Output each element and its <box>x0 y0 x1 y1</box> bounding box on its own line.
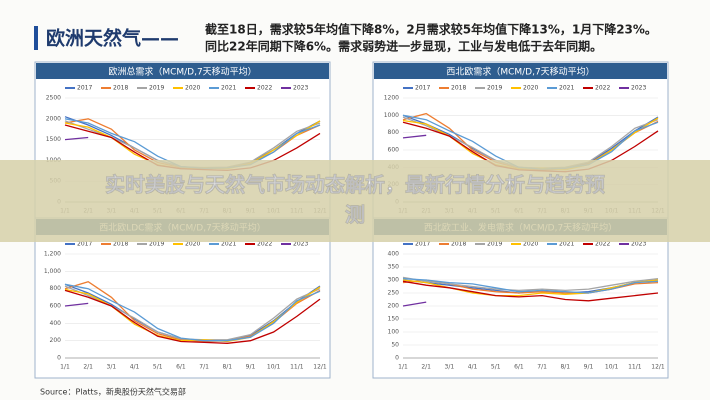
legend-label: 2020 <box>523 241 538 248</box>
x-tick-label: 11/1 <box>628 364 642 371</box>
legend-label: 2020 <box>523 85 538 92</box>
y-tick-label: 400 <box>50 320 62 327</box>
x-tick-label: 3/1 <box>107 364 117 371</box>
x-tick-label: 12/1 <box>651 364 665 371</box>
series-line <box>402 278 659 294</box>
legend-label: 2023 <box>293 85 308 92</box>
y-tick-label: 350 <box>388 264 400 271</box>
y-tick-label: 200 <box>388 303 400 310</box>
x-tick-label: 10/1 <box>267 364 281 371</box>
source: Source：Platts，新奥股份天然气交易部 <box>40 387 186 397</box>
banner: 实时美股与天然气市场动态解析，最新行情分析与趋势预 测 <box>0 160 710 242</box>
y-tick-label: 800 <box>388 129 400 136</box>
x-tick-label: 7/1 <box>199 364 209 371</box>
x-tick-label: 12/1 <box>313 364 327 371</box>
legend-label: 2022 <box>595 241 610 248</box>
series-line <box>64 283 321 342</box>
legend-label: 2018 <box>113 241 128 248</box>
legend-label: 2020 <box>185 85 200 92</box>
x-tick-label: 7/1 <box>537 364 547 371</box>
header-title: 欧洲天然气—— <box>46 27 179 50</box>
x-tick-label: 1/1 <box>60 364 70 371</box>
y-tick-label: 300 <box>388 277 400 284</box>
y-tick-label: 0 <box>57 355 61 362</box>
legend-label: 2018 <box>451 85 466 92</box>
x-tick-label: 8/1 <box>560 364 570 371</box>
legend-label: 2018 <box>451 241 466 248</box>
series-line <box>64 289 321 344</box>
banner-text: 测 <box>345 203 365 227</box>
series-line <box>64 302 89 307</box>
series-line <box>402 280 659 302</box>
series-line <box>402 134 427 139</box>
x-tick-label: 1/1 <box>398 364 408 371</box>
legend-label: 2017 <box>77 85 92 92</box>
x-tick-label: 11/1 <box>290 364 304 371</box>
header-bar <box>34 26 38 50</box>
x-tick-label: 6/1 <box>176 364 186 371</box>
legend-label: 2021 <box>559 85 574 92</box>
x-tick-label: 2/1 <box>83 364 93 371</box>
y-tick-label: 400 <box>388 251 400 258</box>
y-tick-label: 1200 <box>384 95 399 102</box>
x-tick-label: 5/1 <box>153 364 163 371</box>
legend-label: 2017 <box>77 241 92 248</box>
legend-label: 2022 <box>595 85 610 92</box>
x-tick-label: 5/1 <box>491 364 501 371</box>
chart-title-bar <box>374 63 667 79</box>
y-tick-label: 600 <box>50 303 62 310</box>
series-line <box>402 301 427 307</box>
x-tick-label: 9/1 <box>246 364 256 371</box>
y-tick-label: 1500 <box>46 136 61 143</box>
y-tick-label: 1,000 <box>44 268 61 275</box>
legend-label: 2022 <box>257 241 272 248</box>
y-tick-label: 2500 <box>46 95 61 102</box>
y-tick-label: 250 <box>388 290 400 297</box>
chart-title: 西北欧需求（MCM/D,7天移动平均） <box>446 66 594 78</box>
legend-label: 2021 <box>559 241 574 248</box>
y-tick-label: 0 <box>395 355 399 362</box>
legend-label: 2019 <box>487 241 502 248</box>
y-tick-label: 50 <box>391 342 399 349</box>
y-tick-label: 100 <box>388 329 400 336</box>
header-line: 截至18日，需求较5年均值下降8%，2月需求较5年均值下降13%，1月下降23%… <box>205 22 657 37</box>
y-tick-label: 600 <box>388 147 400 154</box>
x-tick-label: 10/1 <box>605 364 619 371</box>
y-tick-label: 2000 <box>46 115 61 122</box>
y-tick-label: 800 <box>50 285 62 292</box>
y-tick-label: 200 <box>50 337 62 344</box>
banner-bg <box>0 160 710 242</box>
legend-label: 2023 <box>631 85 646 92</box>
legend-label: 2022 <box>257 85 272 92</box>
chart-title-bar <box>36 63 329 79</box>
legend-label: 2019 <box>487 85 502 92</box>
y-tick-label: 150 <box>388 316 400 323</box>
x-tick-label: 3/1 <box>445 364 455 371</box>
x-tick-label: 6/1 <box>514 364 524 371</box>
banner-text: 实时美股与天然气市场动态解析，最新行情分析与趋势预 <box>105 173 605 197</box>
header-line: 同比22年同期下降6%。需求弱势进一步显现，工业与发电低于去年同期。 <box>205 39 602 54</box>
chart-title: 欧洲总需求（MCM/D,7天移动平均） <box>108 66 256 78</box>
legend-label: 2018 <box>113 85 128 92</box>
legend-label: 2019 <box>149 85 164 92</box>
legend-label: 2020 <box>185 241 200 248</box>
x-tick-label: 9/1 <box>584 364 594 371</box>
legend-label: 2019 <box>149 241 164 248</box>
x-tick-label: 4/1 <box>130 364 140 371</box>
legend-label: 2017 <box>415 85 430 92</box>
legend-label: 2023 <box>631 241 646 248</box>
legend-label: 2021 <box>221 241 236 248</box>
x-tick-label: 4/1 <box>468 364 478 371</box>
series-line <box>402 276 659 292</box>
x-tick-label: 8/1 <box>222 364 232 371</box>
x-tick-label: 2/1 <box>421 364 431 371</box>
legend-label: 2021 <box>221 85 236 92</box>
y-tick-label: 1000 <box>384 112 399 119</box>
legend-label: 2023 <box>293 241 308 248</box>
y-tick-label: 1,200 <box>44 251 61 258</box>
legend-label: 2017 <box>415 241 430 248</box>
series-line <box>64 136 89 141</box>
